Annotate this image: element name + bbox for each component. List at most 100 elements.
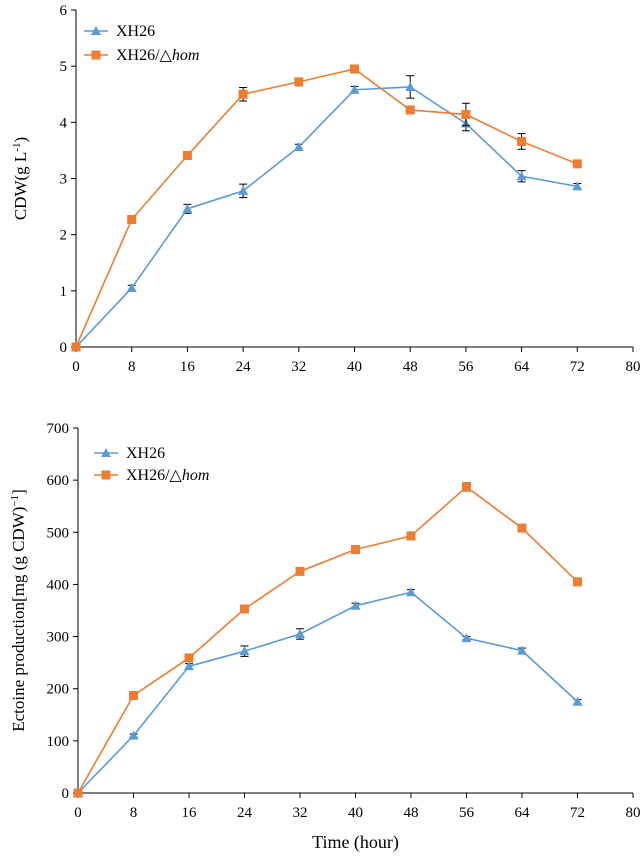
legend-label-italic: hom [172, 47, 200, 64]
data-point [405, 81, 416, 91]
legend-marker [91, 26, 101, 35]
y-axis-label: Ectoine production[mg (g CDW)−1] [9, 489, 28, 732]
legend-marker [101, 470, 111, 480]
data-point [71, 342, 81, 352]
data-point [182, 150, 192, 160]
x-tick-label: 16 [180, 359, 196, 375]
y-tick-label: 100 [47, 734, 70, 750]
data-point [182, 203, 193, 213]
y-tick-label: 1 [60, 284, 68, 300]
x-tick-label: 24 [236, 359, 252, 375]
data-point [406, 531, 416, 541]
chart-2: 0 100 200 300 400 500 600 700 0 8 16 24 32 40 48 56 64 72… [9, 421, 641, 853]
legend-label: XH26 [126, 445, 165, 462]
data-point [126, 283, 137, 293]
series-line [75, 68, 578, 348]
x-tick-label: 48 [404, 805, 419, 821]
data-point [406, 587, 416, 597]
data-point [517, 645, 527, 655]
data-point [516, 171, 527, 181]
data-point [184, 653, 194, 663]
y-tick-label: 3 [60, 172, 68, 188]
y-axis-label-superscript: -1 [11, 143, 23, 152]
data-point [572, 159, 582, 169]
legend-label-main: XH26 [116, 23, 155, 40]
data-point [517, 136, 527, 146]
series-line [75, 86, 578, 348]
data-point [461, 109, 471, 119]
data-point [73, 788, 83, 798]
y-axis-label-main: CDW(g L [11, 152, 30, 220]
x-tick-label: 48 [403, 359, 418, 375]
series-xh26 [71, 75, 583, 351]
y-tick-label: 200 [47, 682, 70, 698]
series-xh26-hom [71, 64, 582, 352]
legend: XH26 XH26/△hom [84, 23, 199, 64]
series-xh26-hom [73, 482, 582, 798]
x-tick-label: 40 [347, 359, 362, 375]
y-axis-label: CDW(g L-1) [11, 137, 30, 220]
data-point [350, 64, 359, 74]
y-axis-label-main: Ectoine production[mg (g CDW) [9, 507, 28, 732]
x-tick-label: 72 [570, 359, 585, 375]
data-point [461, 633, 472, 643]
legend-label: XH26/△hom [116, 47, 199, 64]
data-point [294, 77, 304, 87]
x-tick-label: 56 [459, 805, 475, 821]
y-axis-label-superscript: −1 [9, 495, 21, 507]
data-point [351, 544, 360, 554]
x-tick-label: 32 [293, 805, 308, 821]
x-tick-label: 8 [128, 359, 136, 375]
legend-label-italic: hom [182, 467, 210, 484]
x-tick-label: 64 [515, 805, 531, 821]
x-tick-label: 0 [72, 359, 80, 375]
data-point [350, 600, 361, 610]
legend-marker [91, 50, 101, 60]
x-tick-label: 80 [626, 359, 641, 375]
legend-label-main: XH26 [126, 445, 165, 462]
series-xh26 [73, 587, 583, 797]
y-tick-label: 4 [60, 115, 68, 131]
y-tick-label: 600 [47, 473, 70, 489]
x-tick-label: 16 [182, 805, 198, 821]
data-point [238, 185, 249, 195]
x-tick-label: 40 [348, 805, 363, 821]
data-point [128, 730, 139, 740]
y-axis-label-end: ] [9, 489, 28, 495]
x-tick-label: 8 [130, 805, 138, 821]
y-tick-label: 400 [47, 577, 70, 593]
data-point [239, 646, 250, 656]
y-tick-label: 2 [60, 228, 68, 244]
y-tick-label: 300 [47, 630, 70, 646]
data-point [405, 105, 415, 115]
y-tick-label: 0 [60, 340, 68, 356]
data-point [572, 181, 583, 191]
x-tick-label: 24 [237, 805, 253, 821]
x-axis-label: Time (hour) [312, 832, 399, 853]
y-tick-label: 6 [60, 3, 68, 19]
y-tick-label: 700 [47, 421, 70, 437]
y-tick-label: 0 [62, 786, 70, 802]
x-tick-label: 64 [514, 359, 530, 375]
data-point [240, 604, 249, 614]
data-point [573, 577, 582, 587]
legend-marker [101, 448, 111, 457]
data-point [238, 89, 248, 99]
series-line [77, 591, 579, 794]
series-line [77, 485, 579, 794]
data-point [184, 661, 194, 671]
y-axis-label-end: ) [11, 137, 30, 143]
data-point [127, 215, 137, 225]
legend-label-main: XH26/△ [126, 467, 183, 484]
x-tick-label: 0 [74, 805, 82, 821]
data-point [295, 628, 305, 638]
x-tick-label: 80 [626, 805, 641, 821]
x-tick-label: 56 [458, 359, 474, 375]
legend-label: XH26/△hom [126, 467, 209, 484]
data-point [293, 142, 304, 152]
x-tick-label: 72 [570, 805, 585, 821]
x-tick-label: 32 [291, 359, 306, 375]
y-tick-label: 5 [60, 59, 68, 75]
legend: XH26 XH26/△hom [94, 445, 209, 484]
